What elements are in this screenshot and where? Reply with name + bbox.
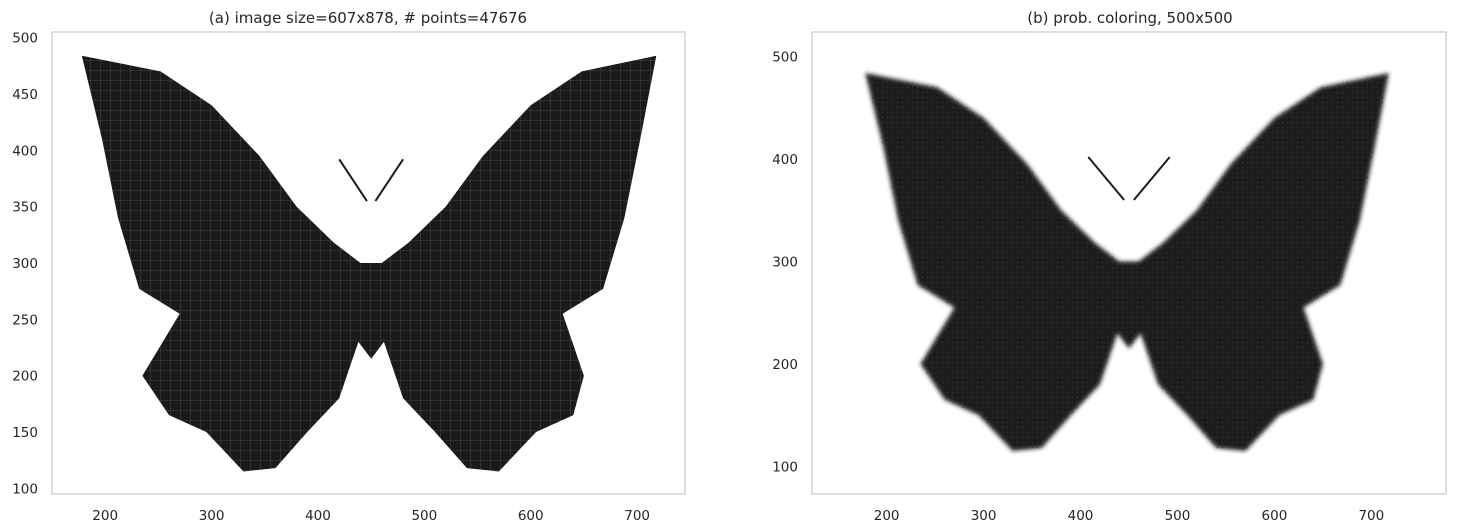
- panel-b-ytick-100: 100: [772, 459, 798, 475]
- panel-b: (b) prob. coloring, 500x500 200 300 400 500…: [772, 9, 1447, 524]
- panel-b-xtick-700: 700: [1358, 508, 1384, 524]
- panel-a-ytick-350: 350: [12, 200, 38, 216]
- panel-b-tick-labels: 200 300 400 500 600 700 100 200 300 400 500: [772, 50, 1384, 524]
- panel-b-axes-frame: [811, 31, 1447, 495]
- sampling-grid-overlay: [81, 55, 657, 472]
- panel-a-ytick-300: 300: [12, 256, 38, 272]
- panel-a-ytick-150: 150: [12, 425, 38, 441]
- panel-b-xtick-300: 300: [971, 508, 997, 524]
- panel-b-xtick-400: 400: [1068, 508, 1094, 524]
- panel-a: (a) image size=607x878, # points=47676 2…: [12, 9, 686, 524]
- panel-a-ytick-500: 500: [12, 31, 38, 47]
- panel-b-xtick-200: 200: [874, 508, 900, 524]
- panel-a-xtick-600: 600: [518, 508, 544, 524]
- right-antenna: [374, 158, 404, 202]
- panel-a-xtick-200: 200: [92, 508, 118, 524]
- panel-b-title: (b) prob. coloring, 500x500: [1027, 9, 1232, 27]
- panel-b-ytick-400: 400: [772, 152, 798, 168]
- panel-a-tick-labels: 200 300 400 500 600 700 100 150 200 250 300 350 400 4…: [12, 31, 650, 524]
- panel-b-ytick-500: 500: [772, 50, 798, 66]
- panel-a-ytick-100: 100: [12, 481, 38, 497]
- panel-a-ytick-400: 400: [12, 143, 38, 159]
- right-antenna: [1133, 156, 1171, 201]
- panel-a-ytick-450: 450: [12, 87, 38, 103]
- panel-b-ytick-300: 300: [772, 254, 798, 270]
- panel-b-xtick-600: 600: [1262, 508, 1288, 524]
- left-antenna: [1087, 156, 1125, 201]
- panel-b-probability-map: [865, 73, 1389, 451]
- panel-b-xtick-500: 500: [1165, 508, 1191, 524]
- panel-a-xtick-700: 700: [624, 508, 650, 524]
- panel-a-xtick-300: 300: [199, 508, 225, 524]
- panel-a-xtick-400: 400: [305, 508, 331, 524]
- panel-a-point-cloud: [81, 55, 657, 472]
- left-antenna: [338, 158, 368, 202]
- panel-a-axes-frame: [51, 31, 686, 495]
- panel-a-title: (a) image size=607x878, # points=47676: [209, 9, 527, 27]
- panel-a-ytick-250: 250: [12, 312, 38, 328]
- panel-b-ytick-200: 200: [772, 357, 798, 373]
- panel-a-xtick-500: 500: [411, 508, 437, 524]
- panel-a-ytick-200: 200: [12, 369, 38, 385]
- probability-texture: [865, 73, 1389, 451]
